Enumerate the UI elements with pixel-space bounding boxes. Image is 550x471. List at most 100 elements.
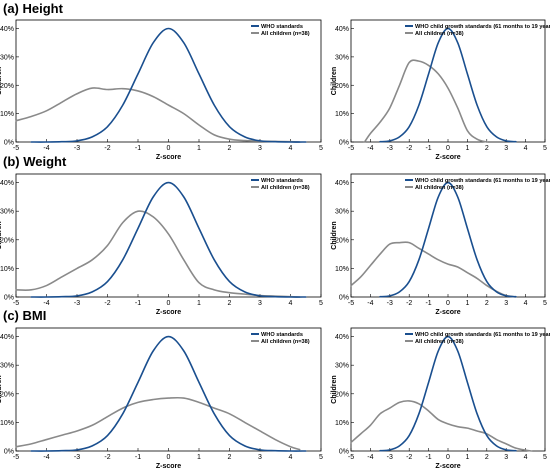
x-tick-label: 1 bbox=[197, 300, 201, 307]
x-tick-label: -3 bbox=[387, 300, 393, 307]
y-tick-label: 20% bbox=[0, 391, 14, 398]
y-tick-label: 30% bbox=[0, 54, 14, 61]
x-tick-label: -1 bbox=[135, 454, 141, 461]
y-tick-label: 40% bbox=[0, 334, 14, 341]
x-tick-label: -2 bbox=[406, 300, 412, 307]
y-tick-label: 30% bbox=[335, 54, 349, 61]
y-tick-label: 10% bbox=[335, 111, 349, 118]
x-tick-label: -5 bbox=[348, 145, 354, 152]
x-tick-label: -3 bbox=[387, 145, 393, 152]
chart-panel-b-left: -5 -4 -3 -2 -1 0 1 2 3 4 5 0% 10% 20% 30% 40% Z-score Chi… bbox=[0, 173, 323, 316]
legend-label-who: WHO standards bbox=[261, 332, 303, 338]
y-axis-title: Children bbox=[331, 375, 338, 403]
y-tick-label: 0% bbox=[339, 140, 349, 147]
section-title-weight: (b) Weight bbox=[3, 154, 67, 169]
x-tick-label: -4 bbox=[43, 300, 49, 307]
x-tick-label: -2 bbox=[406, 145, 412, 152]
plot-frame bbox=[15, 327, 322, 452]
x-tick-label: 4 bbox=[289, 454, 293, 461]
y-tick-label: 30% bbox=[335, 363, 349, 370]
y-tick-label: 30% bbox=[335, 209, 349, 216]
legend-label-who: WHO child growth standards (61 months to… bbox=[415, 178, 550, 184]
x-tick-label: -5 bbox=[13, 454, 19, 461]
legend-label-who: WHO child growth standards (61 months to… bbox=[415, 24, 550, 30]
series-line-children bbox=[15, 396, 301, 451]
y-tick-label: 30% bbox=[0, 209, 14, 216]
x-tick-label: 2 bbox=[228, 145, 232, 152]
x-tick-label: -1 bbox=[135, 145, 141, 152]
plot-frame bbox=[350, 173, 546, 298]
x-tick-label: 3 bbox=[504, 454, 508, 461]
x-tick-label: 5 bbox=[543, 300, 547, 307]
x-tick-label: 0 bbox=[167, 454, 171, 461]
x-tick-label: 1 bbox=[465, 454, 469, 461]
x-tick-label: 2 bbox=[228, 454, 232, 461]
x-tick-label: 1 bbox=[465, 145, 469, 152]
x-tick-label: 3 bbox=[504, 300, 508, 307]
legend-label-who: WHO standards bbox=[261, 178, 303, 184]
y-tick-label: 30% bbox=[0, 363, 14, 370]
y-tick-label: 0% bbox=[4, 140, 14, 147]
y-tick-label: 20% bbox=[335, 83, 349, 90]
x-tick-label: 4 bbox=[524, 454, 528, 461]
y-tick-label: 10% bbox=[0, 420, 14, 427]
x-tick-label: -1 bbox=[425, 454, 431, 461]
legend-label-children: All children (n=38) bbox=[415, 339, 464, 345]
x-tick-label: -1 bbox=[425, 145, 431, 152]
x-tick-label: -3 bbox=[74, 145, 80, 152]
x-tick-label: 2 bbox=[485, 145, 489, 152]
x-tick-label: 0 bbox=[167, 145, 171, 152]
x-tick-label: -4 bbox=[43, 145, 49, 152]
x-tick-label: -5 bbox=[348, 454, 354, 461]
x-tick-label: -5 bbox=[348, 300, 354, 307]
plot-frame bbox=[15, 19, 322, 143]
x-tick-label: -2 bbox=[104, 454, 110, 461]
x-tick-label: -3 bbox=[387, 454, 393, 461]
y-tick-label: 10% bbox=[0, 111, 14, 118]
x-tick-label: -4 bbox=[43, 454, 49, 461]
x-tick-label: 2 bbox=[228, 300, 232, 307]
y-tick-label: 40% bbox=[0, 180, 14, 187]
x-axis-title: Z-score bbox=[435, 463, 460, 470]
legend-label-children: All children (n=38) bbox=[261, 31, 310, 37]
x-tick-label: -2 bbox=[104, 145, 110, 152]
x-axis-title: Z-score bbox=[156, 309, 181, 316]
chart-panel-c-left: -5 -4 -3 -2 -1 0 1 2 3 4 5 0% 10% 20% 30% 40% Z-score Chi… bbox=[0, 327, 323, 470]
legend-label-who: WHO child growth standards (61 months to… bbox=[415, 332, 550, 338]
y-tick-label: 40% bbox=[335, 334, 349, 341]
section-title-bmi: (c) BMI bbox=[3, 308, 46, 323]
series-line-who bbox=[30, 181, 307, 298]
x-tick-label: -1 bbox=[135, 300, 141, 307]
x-tick-label: 3 bbox=[504, 145, 508, 152]
y-axis-title: Children bbox=[331, 221, 338, 249]
x-tick-label: 0 bbox=[446, 145, 450, 152]
series-line-who bbox=[379, 27, 517, 143]
x-tick-label: -3 bbox=[74, 454, 80, 461]
plot-frame bbox=[350, 327, 546, 452]
x-tick-label: 3 bbox=[258, 145, 262, 152]
x-tick-label: 5 bbox=[319, 454, 323, 461]
y-axis-title: Children bbox=[0, 67, 3, 95]
y-tick-label: 20% bbox=[335, 391, 349, 398]
legend-label-children: All children (n=38) bbox=[415, 185, 464, 191]
x-tick-label: -4 bbox=[367, 145, 373, 152]
y-tick-label: 10% bbox=[335, 266, 349, 273]
x-tick-label: 1 bbox=[465, 300, 469, 307]
x-tick-label: -5 bbox=[13, 300, 19, 307]
series-line-who bbox=[379, 335, 517, 452]
chart-panel-a-left: -5 -4 -3 -2 -1 0 1 2 3 4 5 0% 10% 20% 30% 40% Z-score Chi… bbox=[0, 19, 323, 161]
y-tick-label: 40% bbox=[0, 26, 14, 33]
x-tick-label: 3 bbox=[258, 454, 262, 461]
x-tick-label: -2 bbox=[406, 454, 412, 461]
x-tick-label: 5 bbox=[319, 145, 323, 152]
x-tick-label: -5 bbox=[13, 145, 19, 152]
y-axis-title: Children bbox=[331, 67, 338, 95]
series-line-children bbox=[363, 59, 488, 143]
x-tick-label: -1 bbox=[425, 300, 431, 307]
series-line-children bbox=[15, 210, 301, 298]
series-line-who bbox=[30, 27, 307, 143]
series-line-who bbox=[30, 335, 307, 452]
x-tick-label: 0 bbox=[167, 300, 171, 307]
y-tick-label: 40% bbox=[335, 26, 349, 33]
